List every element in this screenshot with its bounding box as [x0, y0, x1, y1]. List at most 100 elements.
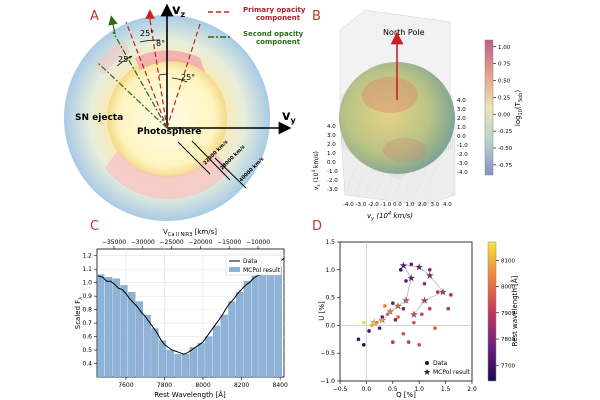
sphere-surface: [339, 62, 455, 174]
d-data-point: [401, 331, 406, 336]
c-y-tick-label: 0.4: [82, 361, 92, 368]
b-side-tick-label: 0.0: [457, 134, 466, 140]
b-colorbar-tick-label: 0.50: [498, 79, 511, 85]
b-colorbar-tick-label: -0.50: [498, 146, 513, 152]
b-x-tick-label: -4.0: [343, 202, 354, 208]
c-bar: [236, 291, 244, 377]
d-data-point: [393, 318, 398, 322]
b-colorbar-label: log10(TSob): [514, 90, 524, 126]
c-bar: [97, 274, 105, 377]
d-data-point: [391, 340, 395, 344]
panel-d: D ★ ★★★★★★ ★★★★★ −0.5 0.0 0.5 1.0 1.5 2.0 −1.0−…: [312, 219, 519, 399]
b-x-tick-label: 4.0: [443, 202, 452, 208]
d-x-tick-label: 1.5: [441, 386, 451, 393]
b-side-tick-label: 4.0: [457, 98, 466, 104]
b-x-tick-label: 3.0: [431, 202, 440, 208]
d-colorbar-tick-label: 8000: [501, 285, 515, 291]
c-bar: [189, 347, 197, 377]
c-top-tick-label: −25000: [160, 239, 184, 246]
d-data-point: [404, 279, 408, 283]
d-x-tick-label: −0.5: [333, 386, 348, 393]
d-colorbar-tick-label: 7800: [501, 337, 515, 343]
d-mcpol-star-icon: ★: [399, 261, 407, 271]
d-colorbar-tick-label: 7900: [501, 311, 515, 317]
angle-label-8: 8°: [156, 39, 165, 48]
angle-arc-25-left: [116, 55, 133, 67]
c-bar: [243, 281, 251, 377]
d-y-axis-label: U [%]: [318, 301, 326, 321]
c-bar: [104, 277, 113, 377]
c-legend-data-label: Data: [243, 258, 258, 265]
panel-a: A vz vy 8° 25° 25° 25° Primary opacity: [64, 3, 308, 221]
c-bar: [112, 278, 120, 377]
d-data-point: [361, 320, 366, 325]
b-z-ticks: 4.0 3.0 2.0 1.0 0.0 -1.0 -2.0 -3.0: [327, 124, 338, 193]
b-x-tick-label: -2.0: [368, 202, 379, 208]
c-y-axis-label: Scaled Fλ: [74, 297, 84, 330]
c-bar: [251, 275, 259, 377]
legend-primary-label: Primary opacity component: [243, 6, 308, 22]
b-side-tick-label: 2.0: [457, 116, 466, 122]
d-data-point: [446, 306, 451, 311]
radius-line-22000: [177, 141, 211, 175]
c-y-tick-label: 1.2: [82, 253, 92, 260]
d-mcpol-star-icon: ★: [378, 316, 386, 326]
b-side-tick-label: -3.0: [457, 161, 468, 167]
d-mcpol-star-icon: ★: [407, 274, 415, 284]
c-top-tick-label: −10000: [246, 239, 270, 246]
c-x-axis-label: Rest Wavelength [Å]: [154, 390, 226, 399]
b-side-tick-label: 3.0: [457, 107, 466, 113]
legend-second-label: Second opacity component: [243, 30, 306, 46]
b-colorbar-ticks: 1.00 0.75 0.50 0.25 0.00 -0.25 -0.50 -0.75: [493, 45, 513, 169]
b-x-tick-label: 0.0: [393, 202, 402, 208]
d-legend-star-icon: ★: [423, 368, 431, 378]
c-top-tick-label: −35000: [102, 239, 126, 246]
c-bar: [151, 328, 159, 377]
photosphere-label: Photosphere: [137, 127, 202, 137]
d-data-point: [449, 293, 453, 297]
d-data-point: [398, 268, 403, 272]
primary-opacity-patch: [135, 50, 205, 72]
c-bar: [182, 353, 190, 377]
panel-b: B North Pole -4.0 -3.0 -2.0 -1.0 0.0 1.0 2.0 3.…: [311, 9, 524, 222]
d-data-point: [383, 304, 387, 308]
d-colorbar-ticks: 8100 8000 7900 7800 7700: [496, 258, 515, 369]
b-side-tick-label: 1.0: [457, 125, 466, 131]
d-mcpol-star-icon: ★: [415, 263, 423, 273]
d-data-point: [391, 301, 395, 305]
angle-label-25-right: 25°: [181, 73, 195, 82]
radius-line-40000: [214, 157, 247, 189]
c-x-tick-label: 7800: [157, 382, 172, 389]
b-colorbar-tick-label: -0.25: [498, 129, 513, 135]
panel-letter-b: B: [312, 9, 321, 24]
second-opacity-patch: [94, 40, 130, 75]
panel-letter-d: D: [312, 219, 322, 234]
d-colorbar: [487, 241, 497, 382]
d-data-point: [380, 315, 385, 319]
c-y-tick-label: 0.7: [82, 320, 92, 327]
d-data-point: [409, 262, 414, 267]
d-x-ticks: −0.5 0.0 0.5 1.0 1.5 2.0: [333, 381, 477, 393]
d-mcpol-star-icon: ★: [410, 310, 418, 320]
d-mcpol-star-icon: ★: [370, 319, 378, 329]
c-data-line: [97, 257, 284, 355]
c-x-tick-label: 8200: [234, 382, 249, 389]
c-x-tick-label: 7600: [118, 382, 133, 389]
d-y-tick-label: 1.0: [325, 267, 335, 274]
b-x-tick-label: -3.0: [356, 202, 367, 208]
c-bar: [228, 301, 236, 377]
angle-arc-25-right: [171, 77, 188, 83]
d-y-tick-label: −0.5: [320, 350, 335, 357]
b-z-tick-label: 4.0: [327, 124, 336, 130]
b-colorbar: [484, 39, 494, 176]
c-bar: [128, 291, 136, 377]
d-data-point: [401, 306, 406, 311]
c-bar: [158, 340, 167, 377]
d-grid: [340, 242, 472, 381]
d-colorbar-tick-label: 8100: [501, 258, 515, 264]
sn-ejecta-label: SN ejecta: [75, 113, 123, 123]
lower-opacity-patch: [105, 150, 230, 200]
second-arrow-icon: [108, 15, 118, 35]
c-bar: [143, 314, 151, 377]
d-data-point: [427, 268, 432, 272]
